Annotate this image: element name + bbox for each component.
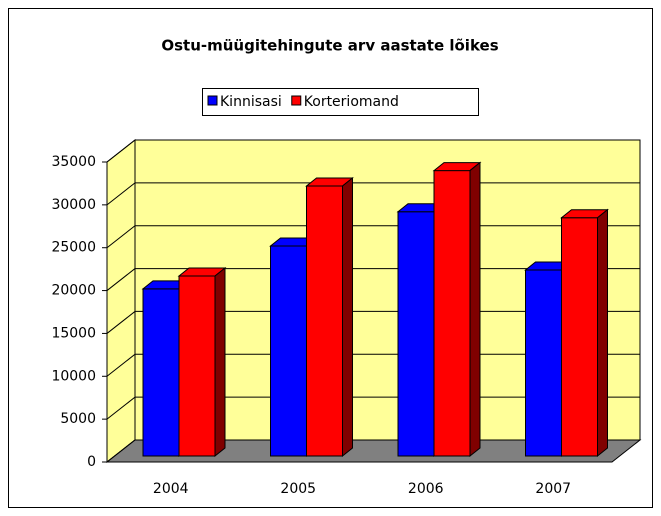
grid-line bbox=[106, 311, 136, 334]
grid-line bbox=[106, 225, 136, 249]
bar bbox=[305, 176, 354, 458]
side-wall bbox=[106, 138, 136, 464]
x-tick-label: 2006 bbox=[408, 481, 444, 497]
y-tick-label: 35000 bbox=[51, 154, 96, 170]
bar-front bbox=[178, 275, 216, 457]
bar-front bbox=[525, 269, 562, 457]
bar-side bbox=[469, 161, 481, 458]
y-tick-label: 10000 bbox=[51, 368, 96, 384]
legend-label: Kinnisasi bbox=[220, 94, 282, 110]
legend-label: Korteriomand bbox=[304, 94, 399, 110]
bar-front bbox=[561, 217, 598, 457]
y-tick-label: 15000 bbox=[51, 325, 96, 341]
grid-line bbox=[106, 139, 136, 163]
y-tick-label: 5000 bbox=[60, 411, 96, 427]
y-tick-label: 0 bbox=[87, 454, 96, 470]
grid-line bbox=[106, 182, 136, 206]
grid-line bbox=[106, 268, 136, 291]
y-tick-label: 20000 bbox=[51, 283, 96, 299]
legend-box bbox=[202, 88, 479, 116]
grid-line bbox=[106, 439, 136, 463]
grid-line bbox=[106, 353, 136, 377]
bar-front bbox=[397, 211, 435, 457]
y-tick-label: 30000 bbox=[51, 197, 96, 213]
grid-line bbox=[106, 396, 136, 420]
bar-front bbox=[142, 288, 180, 457]
bar-front bbox=[433, 170, 471, 457]
bar-front bbox=[306, 185, 343, 457]
y-tick-label: 25000 bbox=[51, 240, 96, 256]
bar-front bbox=[270, 245, 307, 457]
x-tick-label: 2004 bbox=[153, 481, 189, 497]
x-tick-label: 2005 bbox=[280, 481, 316, 497]
bar-side bbox=[597, 208, 608, 458]
bar bbox=[177, 266, 227, 458]
bar-side bbox=[342, 176, 353, 458]
bar bbox=[560, 208, 609, 458]
legend-swatch bbox=[207, 95, 218, 106]
bar bbox=[432, 161, 482, 458]
bar-side bbox=[214, 266, 226, 458]
chart-title: Ostu-müügitehingute arv aastate lõikes bbox=[161, 37, 498, 55]
x-tick-label: 2007 bbox=[535, 481, 571, 497]
legend-swatch bbox=[291, 95, 302, 106]
